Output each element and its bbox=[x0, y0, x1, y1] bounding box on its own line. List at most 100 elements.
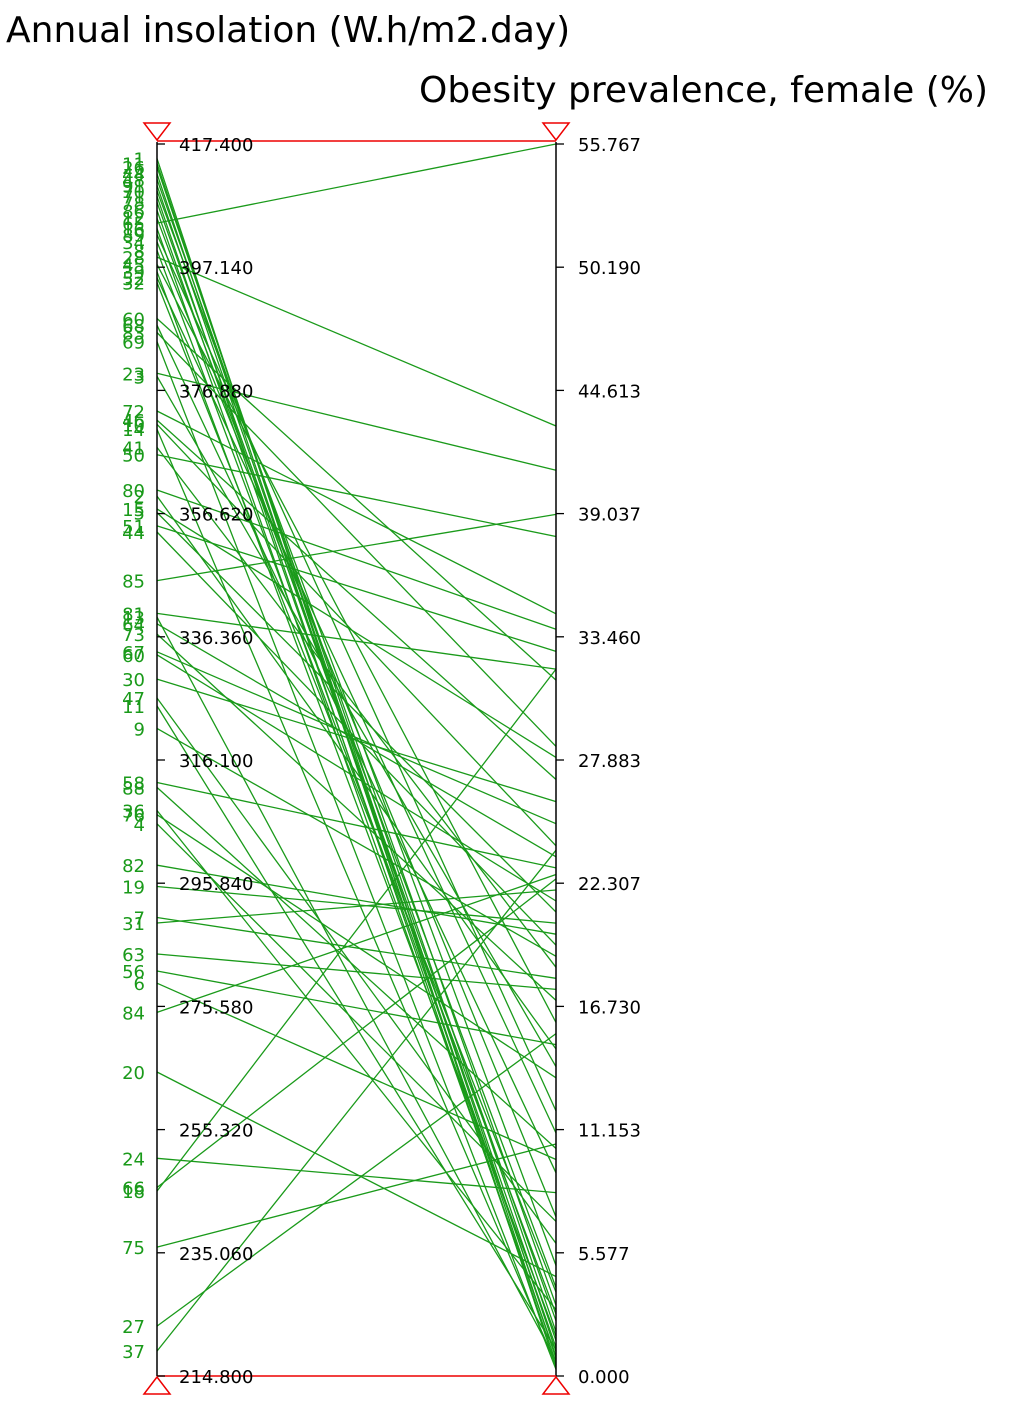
case-label: 34 bbox=[122, 233, 145, 254]
record-line bbox=[156, 234, 557, 1112]
record-line bbox=[156, 654, 557, 902]
case-label: 91 bbox=[122, 176, 145, 197]
record-line bbox=[156, 982, 557, 1161]
case-label: 44 bbox=[122, 523, 145, 544]
case-label: 5 bbox=[134, 504, 145, 525]
tick-label: 316.100 bbox=[179, 751, 253, 772]
case-label: 18 bbox=[122, 1182, 145, 1203]
filter-handle-top-insolation[interactable] bbox=[142, 122, 172, 142]
case-label: 10 bbox=[122, 415, 145, 436]
record-line bbox=[156, 495, 557, 1050]
case-label: 82 bbox=[122, 856, 145, 877]
case-label: 7 bbox=[134, 909, 145, 930]
filter-handle-bottom-insolation[interactable] bbox=[142, 1375, 172, 1395]
axis-title-insolation: Annual insolation (W.h/m2.day) bbox=[6, 10, 570, 51]
case-label: 23 bbox=[122, 364, 145, 385]
record-line bbox=[156, 1033, 557, 1327]
record-line bbox=[156, 282, 557, 1293]
record-line bbox=[156, 616, 557, 1361]
case-label: 52 bbox=[122, 269, 145, 290]
record-line bbox=[156, 513, 557, 582]
case-label: 8 bbox=[134, 241, 145, 262]
case-label: 1 bbox=[134, 150, 145, 171]
record-line bbox=[156, 1071, 557, 1278]
case-label: 41 bbox=[122, 438, 145, 459]
record-line bbox=[156, 228, 557, 1357]
case-label: 63 bbox=[122, 945, 145, 966]
polyline-group bbox=[156, 143, 557, 1370]
record-line bbox=[156, 250, 557, 1315]
record-line bbox=[156, 419, 557, 780]
tick-label: 27.883 bbox=[578, 751, 641, 772]
tick-label: 214.800 bbox=[179, 1367, 253, 1388]
axis-title-obesity: Obesity prevalence, female (%) bbox=[419, 70, 988, 111]
record-line bbox=[156, 531, 557, 946]
filter-handle-top-obesity[interactable] bbox=[541, 122, 571, 142]
record-line bbox=[156, 318, 557, 681]
record-line bbox=[156, 970, 557, 1046]
tick-label: 44.613 bbox=[578, 381, 641, 402]
record-line bbox=[156, 410, 557, 615]
record-line bbox=[156, 668, 557, 1192]
case-label: 28 bbox=[122, 248, 145, 269]
case-label: 4 bbox=[134, 815, 145, 836]
case-label: 37 bbox=[122, 1342, 145, 1363]
record-line bbox=[156, 143, 557, 224]
case-label: 58 bbox=[122, 774, 145, 795]
record-line bbox=[156, 781, 557, 869]
case-label: 60 bbox=[122, 310, 145, 331]
case-label: 84 bbox=[122, 1003, 145, 1024]
record-line bbox=[156, 375, 557, 1068]
record-line bbox=[156, 727, 557, 957]
tick-label: 33.460 bbox=[578, 628, 641, 649]
case-label: 30 bbox=[122, 670, 145, 691]
tick-label: 55.767 bbox=[578, 135, 641, 156]
record-line bbox=[156, 651, 557, 825]
case-label: 19 bbox=[122, 878, 145, 899]
record-line bbox=[156, 633, 557, 1001]
record-line bbox=[156, 428, 557, 1366]
record-line bbox=[156, 953, 557, 991]
tick-label: 16.730 bbox=[578, 997, 641, 1018]
record-line bbox=[156, 823, 557, 1222]
case-label: 73 bbox=[122, 625, 145, 646]
case-label: 83 bbox=[122, 324, 145, 345]
case-label: 51 bbox=[122, 517, 145, 538]
case-label: 64 bbox=[122, 615, 145, 636]
case-label: 88 bbox=[122, 778, 145, 799]
record-line bbox=[156, 241, 557, 1218]
tick-label: 356.620 bbox=[179, 505, 253, 526]
record-line bbox=[156, 864, 557, 935]
case-label: 32 bbox=[122, 274, 145, 295]
tick-label: 22.307 bbox=[578, 874, 641, 895]
record-line bbox=[156, 277, 557, 1134]
record-line bbox=[156, 423, 557, 847]
case-label: 75 bbox=[122, 1238, 145, 1259]
record-line bbox=[156, 678, 557, 803]
record-line bbox=[156, 849, 557, 1352]
case-label: 20 bbox=[122, 1063, 145, 1084]
case-label: 26 bbox=[122, 158, 145, 179]
case-label: 56 bbox=[122, 962, 145, 983]
tick-label: 39.037 bbox=[578, 505, 641, 526]
case-label: 11 bbox=[122, 155, 145, 176]
case-label: 67 bbox=[122, 643, 145, 664]
case-label: 9 bbox=[134, 719, 145, 740]
record-line bbox=[156, 885, 557, 924]
record-line bbox=[156, 878, 557, 1189]
case-label: 36 bbox=[122, 802, 145, 823]
case-label: 70 bbox=[122, 182, 145, 203]
filter-handle-bottom-obesity[interactable] bbox=[541, 1375, 571, 1395]
record-line bbox=[156, 256, 557, 427]
case-label: 71 bbox=[122, 187, 145, 208]
tick-label: 11.153 bbox=[578, 1121, 641, 1142]
tick-label: 275.580 bbox=[179, 997, 253, 1018]
record-line bbox=[156, 217, 557, 1288]
case-label: 16 bbox=[122, 220, 145, 241]
case-label: 50 bbox=[122, 446, 145, 467]
case-label: 48 bbox=[122, 170, 145, 191]
record-line bbox=[156, 612, 557, 670]
case-label: 24 bbox=[122, 1149, 145, 1170]
tick-label: 5.577 bbox=[578, 1244, 630, 1265]
